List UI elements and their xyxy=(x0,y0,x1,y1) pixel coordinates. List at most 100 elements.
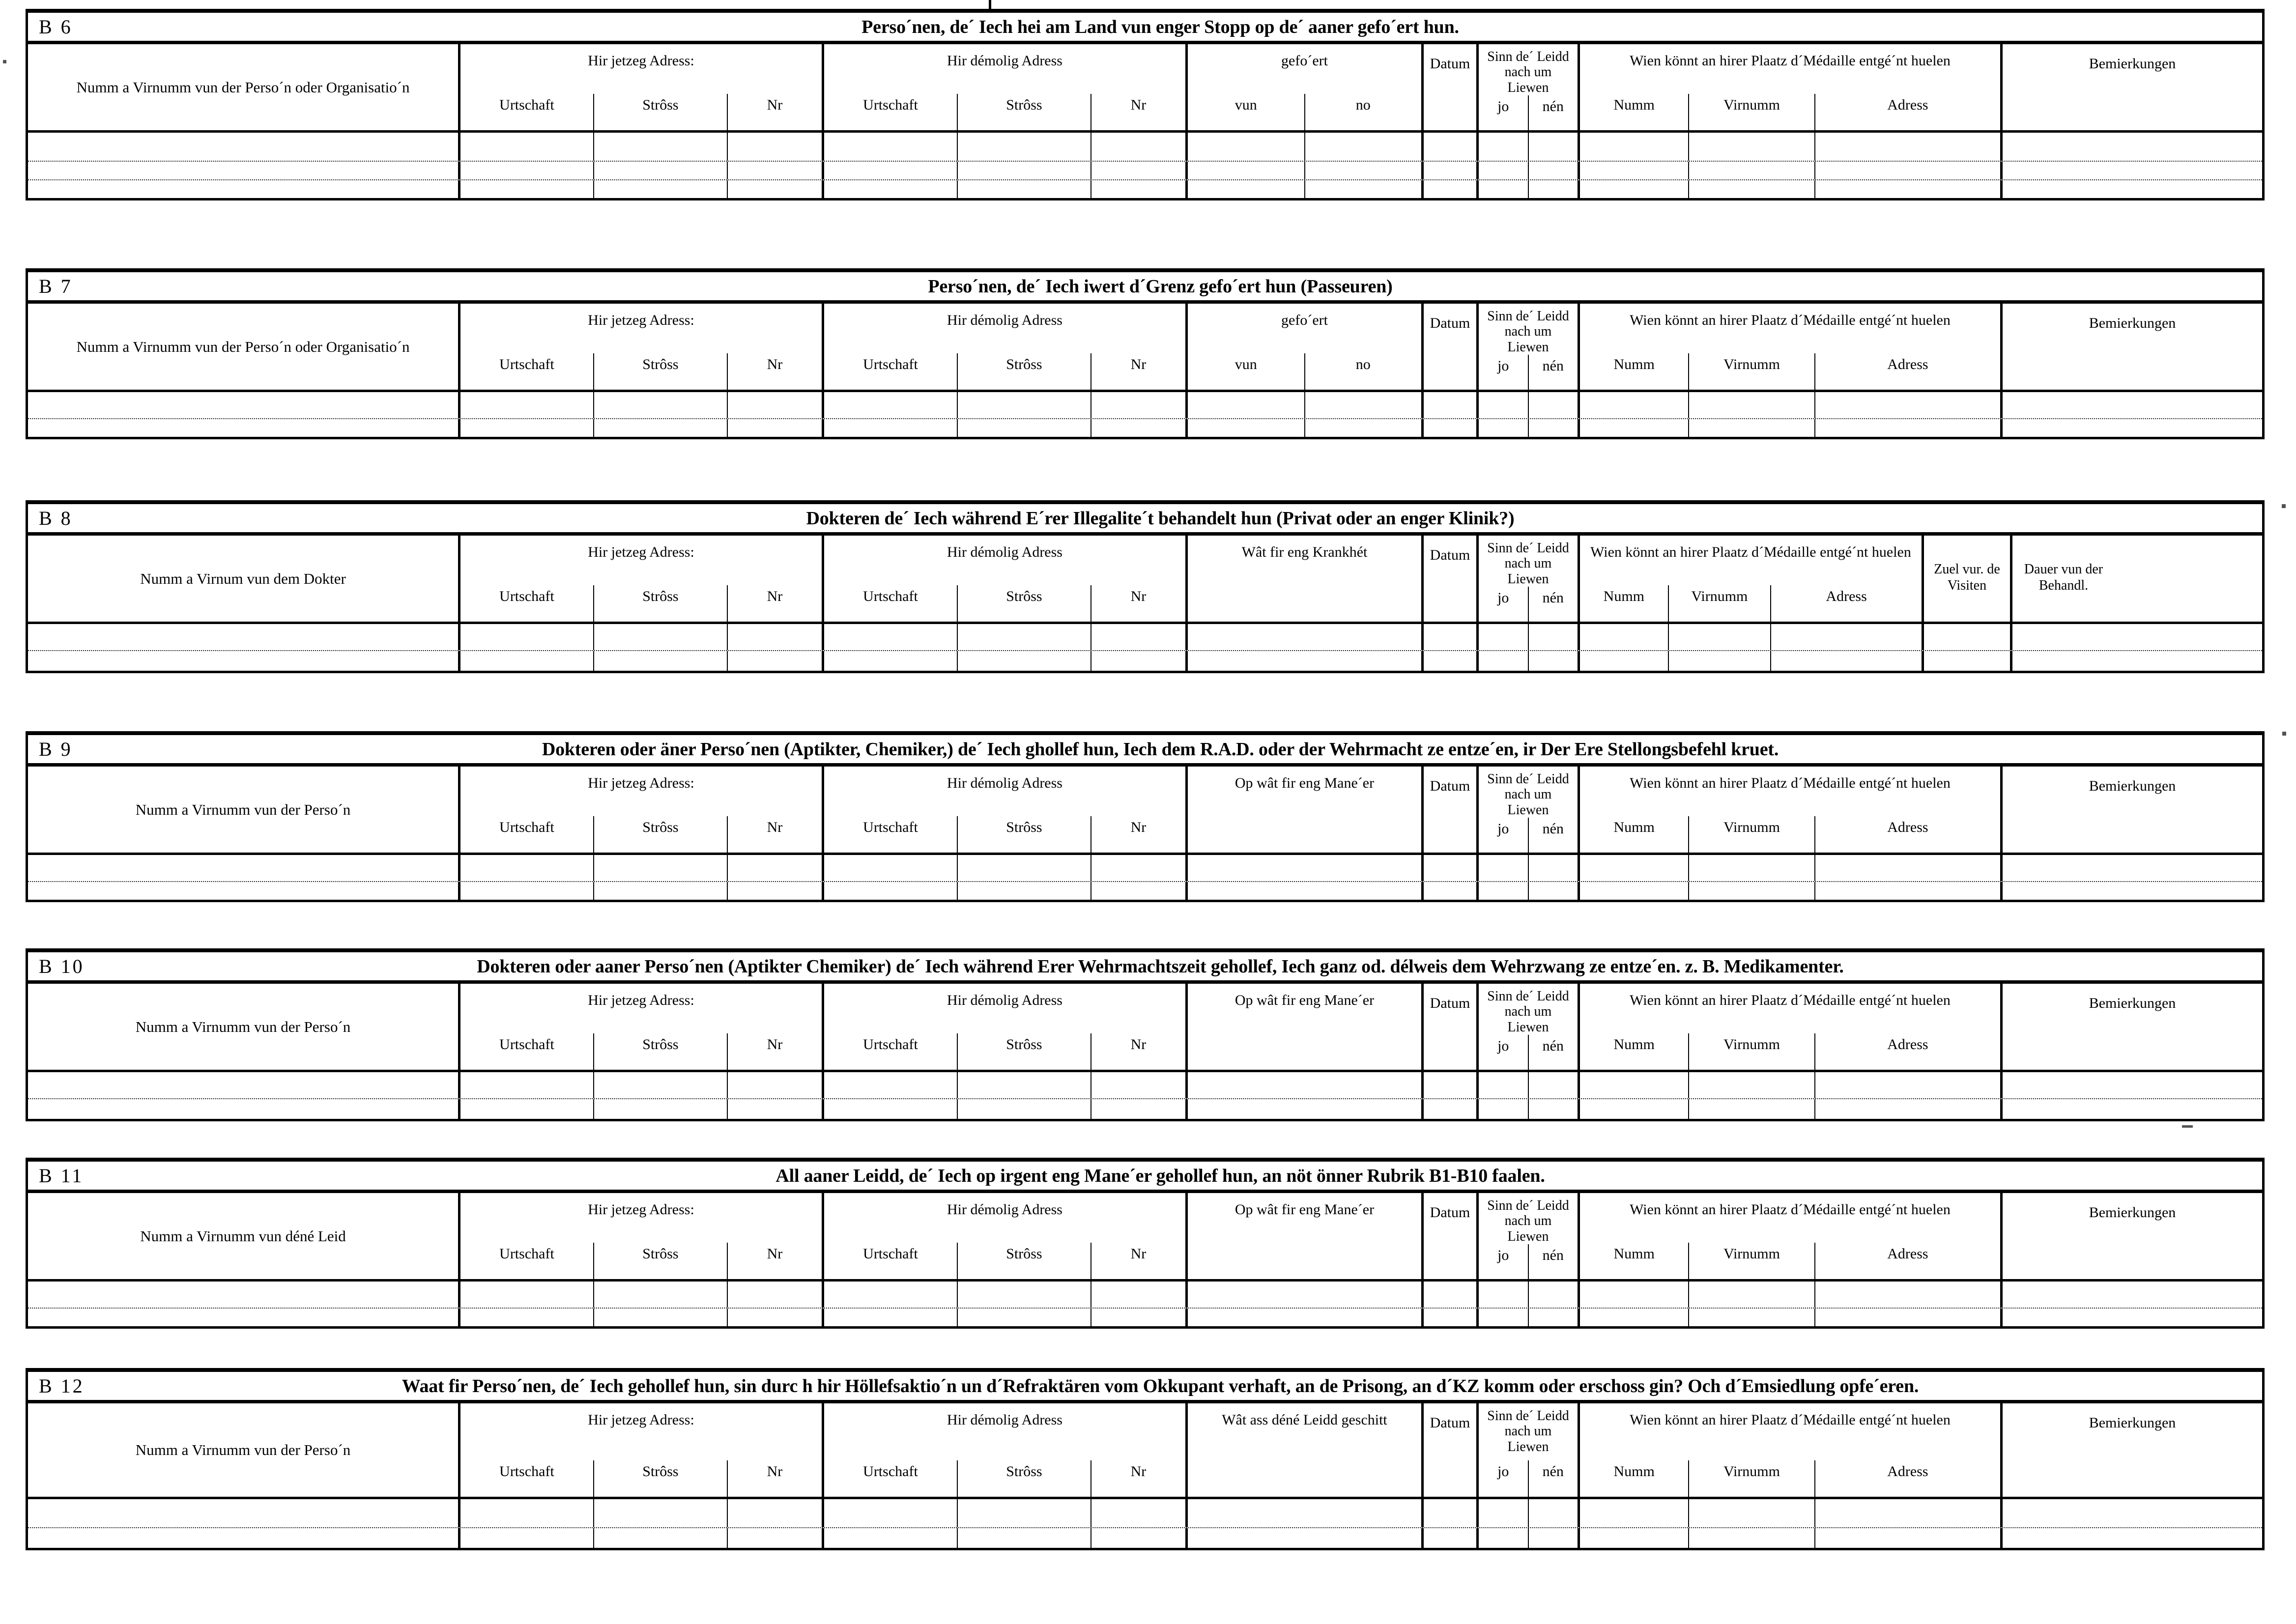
current-address-cell-cell[interactable] xyxy=(460,651,594,671)
middle-cell[interactable] xyxy=(1188,624,1424,650)
medaille-cell[interactable] xyxy=(1580,624,1924,650)
table-row[interactable] xyxy=(28,1497,2262,1527)
former-address-cell-cell[interactable] xyxy=(958,1282,1091,1308)
sinn-cell-cell[interactable] xyxy=(1479,882,1529,900)
person-name-cell[interactable] xyxy=(28,651,460,671)
medaille-cell-cell[interactable] xyxy=(1689,1282,1815,1308)
current-address-cell-cell[interactable] xyxy=(594,1282,728,1308)
medaille-cell-cell[interactable] xyxy=(1689,180,1815,198)
current-address-cell[interactable] xyxy=(460,162,824,179)
medaille-cell-cell[interactable] xyxy=(1580,1072,1690,1098)
former-address-cell-cell[interactable] xyxy=(824,1309,958,1326)
former-address-cell-cell[interactable] xyxy=(958,180,1091,198)
current-address-cell-cell[interactable] xyxy=(460,1499,594,1527)
medaille-cell-cell[interactable] xyxy=(1815,419,2000,437)
former-address-cell-cell[interactable] xyxy=(824,419,958,437)
current-address-cell-cell[interactable] xyxy=(594,162,728,179)
medaille-cell-cell[interactable] xyxy=(1669,624,1772,650)
current-address-cell-cell[interactable] xyxy=(594,419,728,437)
current-address-cell-cell[interactable] xyxy=(594,133,728,161)
person-name-cell[interactable] xyxy=(28,624,460,650)
sinn-cell-cell[interactable] xyxy=(1529,1072,1578,1098)
datum-cell[interactable] xyxy=(1424,855,1479,881)
current-address-cell-cell[interactable] xyxy=(594,1499,728,1527)
current-address-cell-cell[interactable] xyxy=(460,1282,594,1308)
former-address-cell-cell[interactable] xyxy=(1091,1528,1185,1548)
former-address-cell[interactable] xyxy=(824,162,1188,179)
sinn-cell[interactable] xyxy=(1479,624,1580,650)
medaille-cell[interactable] xyxy=(1580,133,2003,161)
table-row[interactable] xyxy=(28,179,2262,198)
sinn-cell-cell[interactable] xyxy=(1529,133,1578,161)
former-address-cell-cell[interactable] xyxy=(1091,1309,1185,1326)
medaille-cell-cell[interactable] xyxy=(1815,162,2000,179)
middle-cell[interactable] xyxy=(1188,882,1424,900)
former-address-cell-cell[interactable] xyxy=(1091,882,1185,900)
bemierkungen-cell[interactable] xyxy=(2003,1499,2262,1527)
medaille-cell-cell[interactable] xyxy=(1580,1099,1690,1119)
current-address-cell-cell[interactable] xyxy=(728,180,822,198)
former-address-cell-cell[interactable] xyxy=(1091,1499,1185,1527)
sinn-cell[interactable] xyxy=(1479,1309,1580,1326)
sinn-cell-cell[interactable] xyxy=(1529,180,1578,198)
middle-cell-cell[interactable] xyxy=(1305,133,1422,161)
former-address-cell[interactable] xyxy=(824,624,1188,650)
sinn-cell-cell[interactable] xyxy=(1479,419,1529,437)
middle-cell[interactable] xyxy=(1188,180,1424,198)
former-address-cell-cell[interactable] xyxy=(958,624,1091,650)
former-address-cell[interactable] xyxy=(824,1282,1188,1308)
former-address-cell[interactable] xyxy=(824,133,1188,161)
former-address-cell-cell[interactable] xyxy=(1091,1282,1185,1308)
current-address-cell-cell[interactable] xyxy=(594,1309,728,1326)
medaille-cell-cell[interactable] xyxy=(1771,624,1922,650)
table-row[interactable] xyxy=(28,881,2262,900)
former-address-cell-cell[interactable] xyxy=(824,855,958,881)
medaille-cell-cell[interactable] xyxy=(1580,855,1690,881)
person-name-cell[interactable] xyxy=(28,180,460,198)
middle-cell-cell[interactable] xyxy=(1188,392,1305,418)
current-address-cell-cell[interactable] xyxy=(728,624,822,650)
former-address-cell-cell[interactable] xyxy=(1091,1072,1185,1098)
former-address-cell-cell[interactable] xyxy=(824,1282,958,1308)
medaille-cell-cell[interactable] xyxy=(1815,392,2000,418)
former-address-cell-cell[interactable] xyxy=(1091,133,1185,161)
former-address-cell-cell[interactable] xyxy=(958,133,1091,161)
current-address-cell-cell[interactable] xyxy=(594,180,728,198)
datum-cell[interactable] xyxy=(1424,162,1479,179)
table-row[interactable] xyxy=(28,418,2262,437)
former-address-cell-cell[interactable] xyxy=(958,1309,1091,1326)
current-address-cell[interactable] xyxy=(460,624,824,650)
current-address-cell-cell[interactable] xyxy=(728,133,822,161)
former-address-cell[interactable] xyxy=(824,180,1188,198)
medaille-cell[interactable] xyxy=(1580,392,2003,418)
medaille-cell-cell[interactable] xyxy=(1689,419,1815,437)
sinn-cell[interactable] xyxy=(1479,392,1580,418)
medaille-cell-cell[interactable] xyxy=(1815,1072,2000,1098)
current-address-cell-cell[interactable] xyxy=(594,392,728,418)
person-name-cell[interactable] xyxy=(28,1072,460,1098)
middle-cell[interactable] xyxy=(1188,419,1424,437)
middle-cell[interactable] xyxy=(1188,1072,1424,1098)
current-address-cell[interactable] xyxy=(460,392,824,418)
sinn-cell-cell[interactable] xyxy=(1529,855,1578,881)
table-row[interactable] xyxy=(28,1098,2262,1119)
medaille-cell-cell[interactable] xyxy=(1580,1499,1690,1527)
medaille-cell[interactable] xyxy=(1580,1282,2003,1308)
former-address-cell-cell[interactable] xyxy=(824,624,958,650)
middle-cell-cell[interactable] xyxy=(1188,180,1305,198)
current-address-cell-cell[interactable] xyxy=(728,1282,822,1308)
datum-cell[interactable] xyxy=(1424,1099,1479,1119)
sinn-cell[interactable] xyxy=(1479,1072,1580,1098)
medaille-cell-cell[interactable] xyxy=(1580,651,1669,671)
medaille-cell[interactable] xyxy=(1580,1309,2003,1326)
middle-cell-cell[interactable] xyxy=(1305,180,1422,198)
current-address-cell-cell[interactable] xyxy=(460,624,594,650)
current-address-cell-cell[interactable] xyxy=(728,1099,822,1119)
current-address-cell-cell[interactable] xyxy=(460,1072,594,1098)
table-row[interactable] xyxy=(28,390,2262,418)
medaille-cell[interactable] xyxy=(1580,1099,2003,1119)
current-address-cell-cell[interactable] xyxy=(460,1099,594,1119)
current-address-cell-cell[interactable] xyxy=(460,180,594,198)
sinn-cell-cell[interactable] xyxy=(1479,624,1529,650)
sinn-cell[interactable] xyxy=(1479,1499,1580,1527)
